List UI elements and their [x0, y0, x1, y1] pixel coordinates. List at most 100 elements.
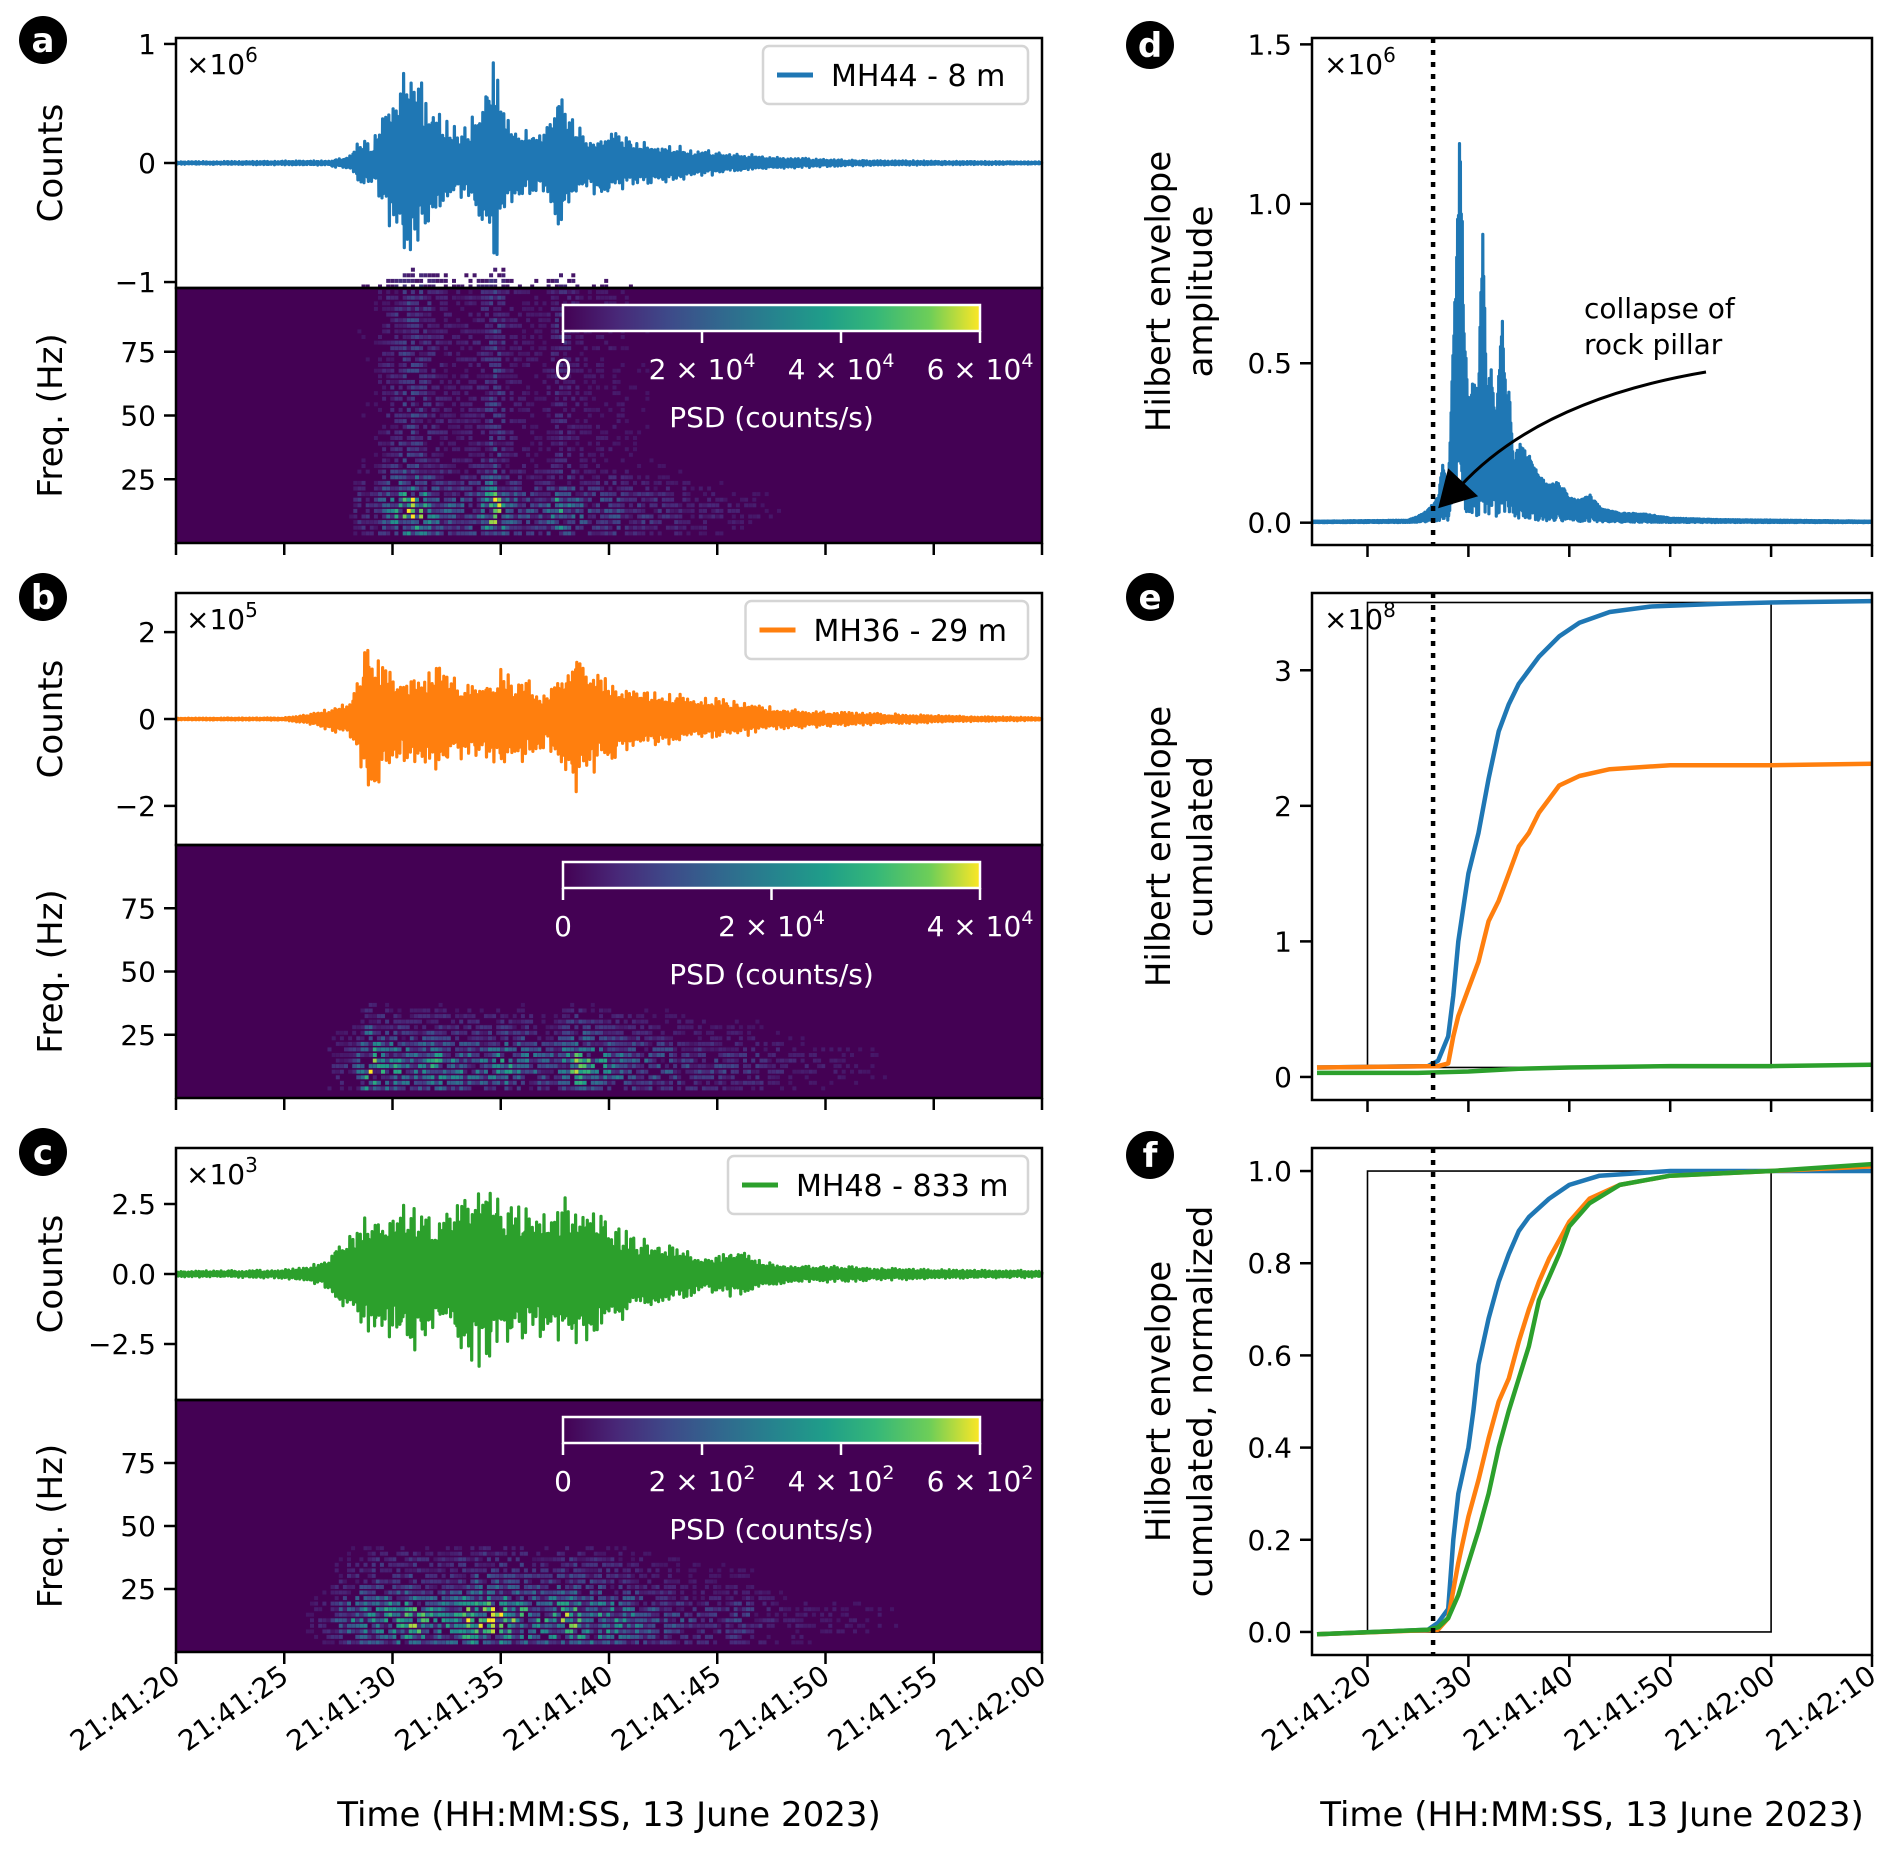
spectrogram-cell — [423, 379, 428, 384]
spectrogram-cell — [763, 1041, 768, 1046]
spectrogram-cell — [578, 1064, 583, 1069]
spectrogram-cell — [548, 1557, 553, 1562]
spectrogram-cell — [451, 1086, 455, 1091]
spectrogram-cell — [554, 351, 559, 356]
spectrogram-cell — [585, 1601, 590, 1606]
spectrogram-cell — [600, 497, 605, 502]
spectrogram-cell — [442, 1047, 447, 1052]
spectrogram-cell — [413, 1086, 418, 1091]
spectrogram-cell — [633, 497, 637, 502]
spectrogram-cell — [657, 480, 662, 485]
spectrogram-cell — [587, 497, 592, 502]
series-line-1 — [1316, 761, 1872, 1070]
spectrogram-cell — [462, 1585, 467, 1589]
spectrogram-cell — [570, 1036, 575, 1041]
spectrogram-cell — [693, 1080, 698, 1085]
spectrogram-cell — [540, 1629, 545, 1634]
spectrogram-cell — [581, 1557, 586, 1562]
spectrogram-cell — [431, 391, 436, 396]
spectrogram-cell — [447, 385, 452, 390]
spectrogram-cell — [704, 1607, 709, 1612]
colorbar-label: PSD (counts/s) — [669, 401, 874, 434]
spectrogram-cell — [734, 1041, 739, 1046]
spectrogram-cell — [417, 1612, 421, 1617]
spectrogram-cell — [491, 1579, 495, 1584]
spectrogram-cell — [579, 295, 584, 300]
spectrogram-cell — [467, 1086, 472, 1091]
spectrogram-cell — [700, 1590, 705, 1595]
spectrogram-cell — [676, 1623, 681, 1628]
spectrogram-cell — [347, 1551, 351, 1556]
spectrogram-cell — [583, 458, 588, 463]
spectrogram-cell — [355, 1612, 360, 1617]
spectrogram-cell — [394, 436, 399, 440]
spectrogram-cell — [435, 424, 440, 429]
spectrogram-cell — [501, 295, 506, 300]
spectrogram-cell — [663, 1585, 668, 1589]
spectrogram-cell — [480, 486, 485, 491]
spectrogram-cell — [408, 1590, 413, 1595]
spectrogram-cell — [553, 1030, 558, 1035]
spectrogram-cell — [466, 1585, 471, 1589]
spectrogram-cell — [532, 1585, 537, 1589]
spectrogram-cell — [489, 419, 494, 424]
spectrogram-cell — [528, 1573, 532, 1578]
spectrogram-cell — [431, 335, 436, 339]
spectrogram-cell — [426, 1014, 431, 1019]
spectrogram-cell — [678, 508, 683, 513]
spectrogram-cell — [602, 1579, 607, 1584]
spectrogram-cell — [549, 1047, 554, 1052]
spectrogram-cell — [727, 503, 732, 508]
spectrogram-cell — [497, 458, 502, 463]
spectrogram-cell — [423, 407, 428, 412]
spectrogram-cell — [651, 1590, 656, 1595]
spectrogram-cell — [571, 430, 576, 435]
spectrogram-cell — [367, 1618, 372, 1623]
panel-letter: c — [33, 1133, 53, 1173]
spectrogram-cell — [655, 1596, 660, 1601]
spectrogram-cell — [418, 1053, 422, 1057]
spectrogram-cell — [661, 492, 666, 497]
spectrogram-cell — [554, 379, 559, 384]
spectrogram-cell — [479, 1058, 484, 1063]
spectrogram-cell — [479, 1064, 484, 1069]
spectrogram-cell — [534, 452, 539, 457]
spectrogram-cell — [375, 1601, 380, 1606]
spectrogram-cell — [435, 469, 440, 474]
spectrogram-cell — [563, 290, 568, 295]
spectrogram-cell — [733, 1634, 738, 1639]
spectrogram-cell — [347, 1601, 351, 1606]
spectrogram-cell — [504, 1030, 509, 1035]
spectrogram-cell — [693, 1041, 698, 1046]
spectrogram-cell — [376, 1041, 381, 1046]
spectrogram-cell — [877, 1612, 882, 1617]
spectrogram-cell — [449, 1585, 454, 1589]
spectrogram-cell — [807, 1640, 812, 1645]
spectrogram-cell — [445, 1634, 450, 1639]
y-axis-label: Freq. (Hz) — [31, 889, 71, 1053]
spectrogram-cell — [589, 1546, 594, 1551]
spectrogram-cell — [419, 306, 424, 311]
spectrogram-cell — [637, 430, 642, 435]
spectrogram-cell — [404, 1557, 409, 1562]
spectrogram-cell — [544, 1640, 549, 1645]
spectrogram-cell — [376, 1047, 381, 1052]
spectrogram-cell — [667, 1568, 672, 1573]
spectrogram-cell — [598, 1557, 602, 1562]
spectrogram-cell — [563, 531, 568, 536]
spectrogram-cell — [624, 486, 629, 491]
spectrogram-cell — [833, 1064, 838, 1069]
spectrogram-cell — [644, 1069, 649, 1074]
y-tick-label: 2 — [138, 616, 156, 649]
spectrogram-cell — [507, 1634, 512, 1639]
spectrogram-cell — [640, 1069, 645, 1074]
spectrogram-cell — [607, 1030, 612, 1035]
spectrogram-cell — [513, 357, 518, 362]
spectrogram-cell — [476, 407, 481, 412]
spectrogram-cell — [369, 531, 374, 536]
spectrogram-cell — [751, 1069, 756, 1074]
spectrogram-cell — [446, 1075, 451, 1080]
spectrogram-cell — [376, 1030, 381, 1035]
spectrogram-cell — [393, 1019, 398, 1024]
